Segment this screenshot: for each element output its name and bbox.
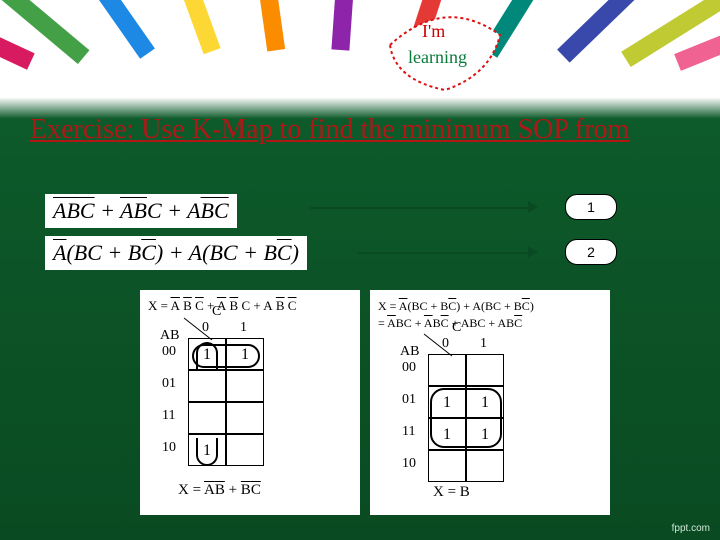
footer-link: fppt.com bbox=[672, 523, 710, 534]
kmap-col-label: 0 bbox=[442, 336, 449, 352]
kmap-row-label: 00 bbox=[402, 360, 416, 376]
svg-text:learning: learning bbox=[408, 47, 467, 67]
kmap1-group-wrap-bottom bbox=[196, 438, 218, 466]
learning-badge: I'm learning bbox=[380, 5, 510, 95]
pencil bbox=[248, 0, 288, 71]
kmap1-corner-rows: AB bbox=[160, 328, 179, 344]
slide: I'm learning Exercise: Use K-Map to find… bbox=[0, 0, 720, 540]
kmap1-grid: AB C 0100011110111 bbox=[188, 320, 308, 470]
kmap2-grid: AB C 01000111101111 bbox=[428, 336, 548, 476]
arrow-2-head bbox=[528, 246, 538, 258]
kmap2-group bbox=[430, 388, 502, 448]
kmap2-result: X = B bbox=[433, 484, 602, 501]
expression-2: A(BC + BC) + A(BC + BC) bbox=[45, 236, 307, 270]
kmap-row-label: 00 bbox=[162, 344, 176, 360]
kmap-col-label: 0 bbox=[202, 320, 209, 336]
kmap-row-label: 01 bbox=[162, 376, 176, 392]
kmap-cell bbox=[226, 402, 264, 434]
kmap1-group-wrap-top bbox=[196, 342, 218, 370]
kmap-col-label: 1 bbox=[240, 320, 247, 336]
badge-2: 2 bbox=[565, 239, 617, 265]
page-title: Exercise: Use K-Map to find the minimum … bbox=[30, 112, 690, 147]
kmap1-top-expr: X = A B C + A B C + A B C bbox=[148, 298, 352, 314]
kmap-cell bbox=[226, 434, 264, 466]
pencil bbox=[60, 0, 167, 75]
kmap-cell bbox=[466, 450, 504, 482]
kmap-cell bbox=[428, 354, 466, 386]
pencil bbox=[0, 0, 105, 77]
arrow-2-line bbox=[358, 252, 530, 254]
arrow-1-line bbox=[310, 207, 530, 209]
kmap-cell bbox=[226, 370, 264, 402]
kmap-panel-1: X = A B C + A B C + A B C AB C 010001111… bbox=[140, 290, 360, 515]
kmap-row-label: 10 bbox=[402, 456, 416, 472]
arrow-1-head bbox=[528, 201, 538, 213]
pencil-fan bbox=[0, 0, 720, 110]
kmap-cell bbox=[188, 402, 226, 434]
kmap2-corner-rows: AB bbox=[400, 344, 419, 360]
kmap1-corner-cols: C bbox=[212, 304, 221, 320]
kmap-col-label: 1 bbox=[480, 336, 487, 352]
pencil bbox=[330, 0, 359, 71]
kmap-cell bbox=[188, 370, 226, 402]
kmap2-corner-cols: C bbox=[452, 320, 461, 336]
kmap-cell bbox=[466, 354, 504, 386]
expression-1: ABC + ABC + ABC bbox=[45, 194, 237, 228]
kmap-panel-2: X = A(BC + BC) + A(BC + BC)= ABC + ABC +… bbox=[370, 290, 610, 515]
kmap-row-label: 11 bbox=[402, 424, 415, 440]
svg-text:I'm: I'm bbox=[422, 21, 445, 41]
badge-1: 1 bbox=[565, 194, 617, 220]
kmap-cell bbox=[428, 450, 466, 482]
kmap1-result: X = AB + BC bbox=[178, 482, 352, 499]
kmap-row-label: 11 bbox=[162, 408, 175, 424]
pencil bbox=[156, 0, 228, 73]
kmap-row-label: 10 bbox=[162, 440, 176, 456]
kmap2-top-expr: X = A(BC + BC) + A(BC + BC)= ABC + ABC +… bbox=[378, 298, 602, 332]
kmap-row-label: 01 bbox=[402, 392, 416, 408]
